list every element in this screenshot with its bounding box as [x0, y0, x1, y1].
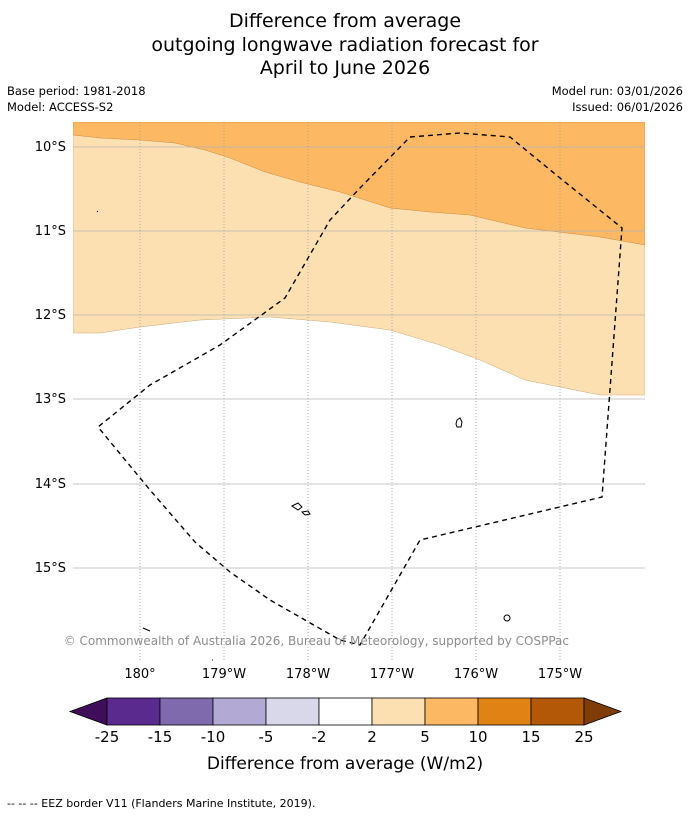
island-west-group-2 [300, 510, 311, 516]
colorbar-tick: 2 [367, 728, 377, 746]
colorbar-tick: -5 [258, 728, 274, 746]
colorbar-tick: -10 [200, 728, 226, 746]
title-line-1: Difference from average [228, 10, 462, 32]
island-south-west [142, 627, 151, 632]
colorbar [68, 697, 623, 726]
lon-label: 175°W [538, 667, 582, 682]
colorbar-label: Difference from average (W/m2) [206, 754, 484, 774]
island-north-west [96, 210, 99, 213]
colorbar-segment [106, 697, 161, 726]
lat-label: 15°S [35, 561, 66, 576]
island-west-group-1 [291, 502, 303, 511]
lat-label: 13°S [35, 392, 66, 407]
colorbar-segment [477, 697, 532, 726]
title-line-2: outgoing longwave radiation forecast for [151, 34, 539, 56]
lat-label: 11°S [35, 224, 66, 239]
lon-label: 177°W [370, 667, 414, 682]
eez-border [97, 132, 623, 646]
colorbar-segment [530, 697, 585, 726]
colorbar-under-arrow [68, 697, 108, 726]
lat-label: 10°S [35, 140, 66, 155]
latitude-gridlines [73, 146, 645, 569]
colorbar-segment [371, 697, 426, 726]
issued-date: Issued: 06/01/2026 [572, 100, 683, 114]
island-east [455, 417, 463, 428]
colorbar-segment [318, 697, 373, 726]
model-run: Model run: 03/01/2026 [551, 84, 683, 98]
colorbar-tick: 10 [468, 728, 488, 746]
title-line-3: April to June 2026 [259, 57, 431, 79]
islands [96, 210, 511, 632]
lat-label: 12°S [35, 308, 66, 323]
lon-label: 178°W [286, 667, 330, 682]
model-name: Model: ACCESS-S2 [7, 100, 114, 114]
colorbar-tick: -2 [311, 728, 327, 746]
lon-label: 179°W [202, 667, 246, 682]
colorbar-segment [159, 697, 214, 726]
forecast-map: © Commonwealth of Australia 2026, Bureau… [35, 122, 645, 726]
eez-legend-note: -- -- -- EEZ border V11 (Flanders Marine… [7, 797, 316, 810]
anomaly-band-5-to-10 [73, 122, 645, 246]
colorbar-segment [212, 697, 267, 726]
lon-label: 180° [124, 667, 155, 682]
copyright-notice: © Commonwealth of Australia 2026, Bureau… [64, 634, 569, 648]
colorbar-tick: 15 [521, 728, 541, 746]
lon-label: 176°W [454, 667, 498, 682]
colorbar-segment [265, 697, 320, 726]
colorbar-tick: -25 [94, 728, 120, 746]
colorbar-tick: 5 [420, 728, 430, 746]
island-south-east [503, 614, 511, 622]
colorbar-over-arrow [583, 697, 623, 726]
colorbar-tick: -15 [147, 728, 173, 746]
base-period: Base period: 1981-2018 [7, 84, 146, 98]
colorbar-tick: 25 [574, 728, 594, 746]
lat-label: 14°S [35, 477, 66, 492]
colorbar-segment [424, 697, 479, 726]
